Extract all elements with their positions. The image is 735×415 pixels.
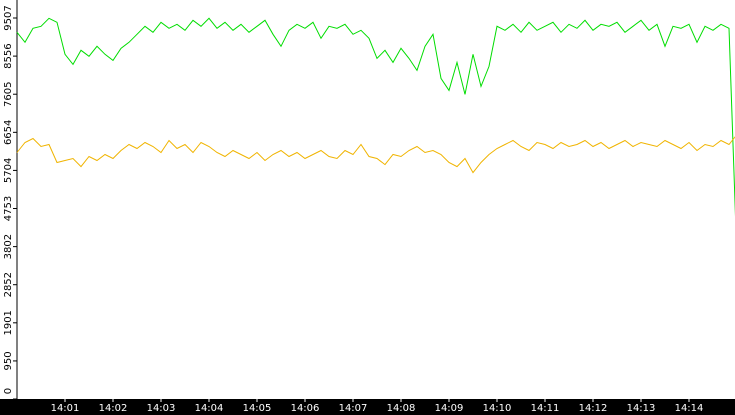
x-axis-bar <box>0 399 735 415</box>
x-tick-label: 14:07 <box>339 403 368 414</box>
series-line <box>16 17 735 217</box>
x-tick-label: 14:02 <box>99 403 128 414</box>
x-tick-label: 14:13 <box>627 403 656 414</box>
series-line <box>16 136 735 174</box>
x-tick-label: 14:04 <box>195 403 224 414</box>
y-tick-label: 1901 <box>3 310 14 335</box>
x-tick-label: 14:12 <box>579 403 608 414</box>
y-tick-label: 0 <box>3 388 14 394</box>
x-tick-label: 14:03 <box>147 403 176 414</box>
x-tick-label: 14:14 <box>675 403 704 414</box>
x-tick-label: 14:06 <box>291 403 320 414</box>
x-tick-label: 14:09 <box>435 403 464 414</box>
y-tick-label: 9507 <box>3 5 14 30</box>
y-tick-label: 6654 <box>3 120 14 145</box>
x-tick-label: 14:08 <box>387 403 416 414</box>
y-tick-label: 8556 <box>3 43 14 68</box>
x-tick-label: 14:01 <box>51 403 80 414</box>
y-tick-label: 4753 <box>3 196 14 221</box>
y-tick-label: 7605 <box>3 81 14 106</box>
y-tick-label: 5704 <box>3 158 14 183</box>
x-tick-label: 14:05 <box>243 403 272 414</box>
y-tick-label: 950 <box>3 351 14 370</box>
y-tick-label: 3802 <box>3 234 14 259</box>
x-tick-label: 14:10 <box>483 403 512 414</box>
y-tick-label: 2852 <box>3 272 14 297</box>
x-tick-label: 14:11 <box>531 403 560 414</box>
